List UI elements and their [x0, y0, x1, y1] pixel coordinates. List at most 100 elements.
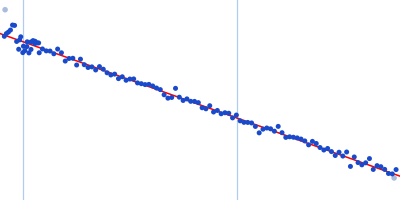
Point [267, 127, 274, 130]
Point [30, 39, 36, 42]
Point [286, 135, 293, 138]
Point [157, 88, 164, 91]
Point [385, 172, 392, 175]
Point [199, 106, 205, 109]
Point [237, 119, 243, 122]
Point [47, 49, 53, 53]
Point [309, 140, 316, 143]
Point [9, 23, 16, 27]
Point [382, 168, 388, 171]
Point [275, 125, 281, 128]
Point [180, 99, 186, 102]
Point [340, 154, 346, 158]
Point [389, 172, 396, 176]
Point [32, 40, 38, 43]
Point [142, 83, 148, 86]
Point [256, 131, 262, 134]
Point [298, 137, 304, 141]
Point [328, 150, 335, 153]
Point [24, 45, 30, 48]
Point [222, 111, 228, 114]
Point [1, 35, 8, 38]
Point [150, 84, 156, 88]
Point [393, 168, 399, 171]
Point [100, 68, 106, 71]
Point [11, 24, 18, 27]
Point [226, 112, 232, 115]
Point [81, 63, 88, 66]
Point [74, 63, 80, 67]
Point [264, 126, 270, 130]
Point [195, 101, 202, 104]
Point [370, 168, 376, 171]
Point [7, 28, 14, 32]
Point [28, 40, 34, 44]
Point [70, 57, 76, 60]
Point [161, 93, 167, 96]
Point [104, 71, 110, 74]
Point [172, 87, 179, 90]
Point [279, 131, 285, 134]
Point [344, 150, 350, 154]
Point [24, 40, 30, 43]
Point [28, 48, 34, 51]
Point [168, 96, 175, 99]
Point [282, 136, 289, 139]
Point [302, 139, 308, 143]
Point [332, 154, 338, 157]
Point [248, 121, 255, 125]
Point [294, 136, 300, 140]
Point [374, 164, 380, 167]
Point [20, 51, 26, 54]
Point [206, 104, 213, 107]
Point [108, 73, 114, 77]
Point [210, 110, 217, 114]
Point [362, 161, 369, 164]
Point [241, 121, 247, 124]
Point [203, 107, 209, 110]
Point [20, 45, 27, 48]
Point [366, 157, 373, 160]
Point [324, 147, 331, 150]
Point [26, 51, 32, 55]
Point [54, 47, 61, 51]
Point [66, 57, 72, 60]
Point [36, 41, 42, 45]
Point [378, 165, 384, 168]
Point [233, 113, 240, 117]
Point [92, 68, 99, 72]
Point [119, 75, 126, 78]
Point [188, 100, 194, 103]
Point [2, 8, 8, 11]
Point [16, 48, 22, 51]
Point [260, 128, 266, 131]
Point [58, 51, 65, 54]
Point [165, 97, 171, 100]
Point [306, 143, 312, 146]
Point [112, 73, 118, 76]
Point [130, 77, 137, 81]
Point [51, 52, 57, 55]
Point [271, 130, 278, 133]
Point [290, 136, 297, 139]
Point [85, 66, 91, 69]
Point [18, 35, 24, 38]
Point [321, 148, 327, 152]
Point [317, 146, 323, 149]
Point [89, 65, 95, 68]
Point [3, 32, 10, 35]
Point [391, 176, 397, 180]
Point [146, 83, 152, 86]
Point [176, 96, 182, 99]
Point [77, 58, 84, 61]
Point [123, 79, 129, 82]
Point [347, 165, 354, 168]
Point [153, 86, 160, 90]
Point [127, 77, 133, 81]
Point [39, 47, 46, 51]
Point [218, 112, 224, 115]
Point [43, 49, 50, 52]
Point [351, 155, 358, 159]
Point [313, 142, 320, 145]
Point [191, 100, 198, 103]
